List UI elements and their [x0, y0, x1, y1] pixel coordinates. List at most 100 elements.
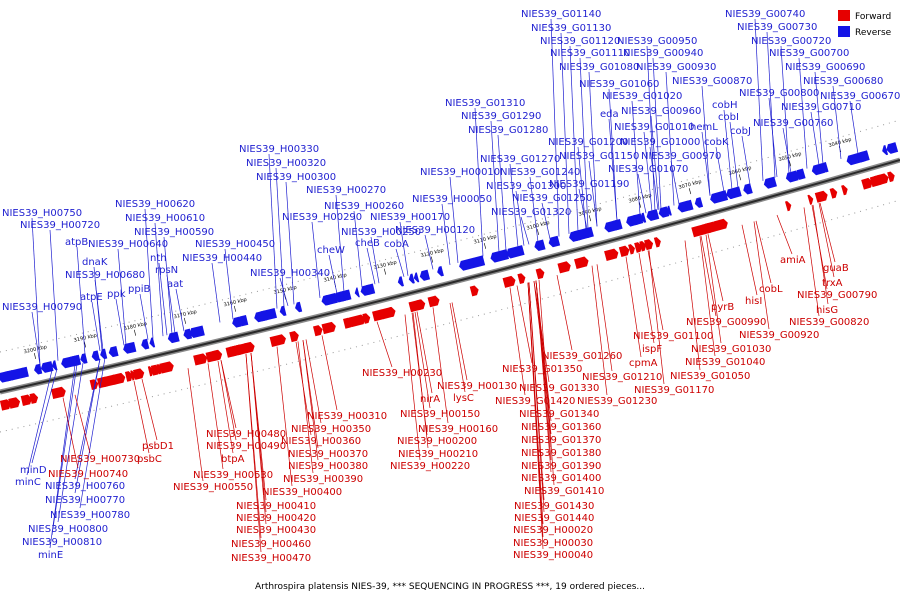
reverse-gene-arrow — [108, 346, 119, 358]
gene-shape — [534, 239, 546, 252]
tick-mark: 3060 kbp — [728, 165, 752, 181]
reverse-leader-line — [579, 57, 589, 229]
forward-gene-arrow — [704, 221, 718, 234]
reverse-gene-label: NIES39_H00290 — [282, 212, 362, 223]
legend-reverse-label: Reverse — [855, 28, 892, 38]
tick-mark: 3080 kbp — [628, 193, 652, 208]
tick-line — [134, 329, 136, 336]
reverse-leader-line — [560, 32, 570, 234]
reverse-gene-label: ppiB — [128, 284, 150, 295]
forward-leader-line — [755, 220, 772, 284]
gene-shape — [685, 199, 694, 211]
reverse-gene-label: NIES39_G00700 — [769, 48, 849, 59]
gene-shape — [502, 275, 516, 288]
forward-leader-line — [684, 240, 701, 371]
reverse-gene-label: NIES39_G01290 — [461, 111, 541, 122]
reverse-gene-label: NIES39_H00250 — [341, 227, 421, 238]
forward-gene-label: NIES39_G01040 — [685, 357, 765, 368]
reverse-leader-line — [275, 167, 285, 307]
gene-shape — [611, 219, 623, 231]
reverse-leader-line — [814, 71, 824, 165]
tick-mark: 3190 kbp — [73, 333, 98, 348]
forward-gene-label: NIES39_H00490 — [206, 441, 286, 452]
forward-leader-line — [217, 360, 234, 454]
gene-shape — [434, 295, 440, 306]
reverse-leader-line — [578, 188, 588, 230]
gene-shape — [258, 308, 277, 322]
forward-leader-line — [62, 397, 79, 469]
forward-gene-arrow — [147, 366, 154, 377]
reverse-gene-label: NIES39_G01130 — [531, 23, 611, 34]
forward-gene-arrow — [713, 218, 728, 232]
forward-leader-line — [245, 354, 262, 553]
reverse-gene-arrow — [100, 348, 108, 360]
reverse-gene-arrow — [51, 360, 58, 371]
tick-line — [383, 268, 387, 275]
forward-gene-label: trxA — [822, 278, 843, 289]
reverse-leader-line — [311, 221, 321, 298]
forward-gene-label: NIES39_H00310 — [307, 411, 387, 422]
reverse-leader-line — [520, 216, 530, 245]
gene-shape — [644, 239, 654, 251]
reverse-gene-label: NIES39_G00870 — [672, 76, 752, 87]
forward-gene-label: NIES39_G00820 — [789, 317, 869, 328]
reverse-leader-line — [224, 248, 234, 320]
reverse-gene-label: NIES39_H00010 — [420, 167, 500, 178]
tick-mark: 3090 kbp — [578, 206, 602, 222]
reverse-leader-line — [163, 236, 173, 335]
forward-gene-label: NIES39_H00390 — [283, 474, 363, 485]
reverse-gene-arrow — [364, 283, 376, 295]
reverse-gene-arrow — [7, 367, 25, 381]
forward-leader-line — [321, 335, 338, 411]
reverse-gene-label: NIES39_G00950 — [617, 36, 697, 47]
forward-leader-line — [432, 307, 449, 424]
tick-mark: 3130 kbp — [373, 260, 397, 275]
reverse-gene-label: NIES39_G01200 — [548, 137, 628, 148]
forward-leader-line — [133, 380, 150, 454]
reverse-gene-label: NIES39_H00760 — [45, 481, 125, 492]
gene-shape — [343, 289, 352, 301]
gene-shape — [408, 273, 415, 284]
gene-shape — [887, 171, 895, 183]
gene-shape — [295, 301, 303, 313]
forward-leader-line — [404, 314, 421, 461]
reverse-gene-arrow — [685, 199, 694, 211]
reverse-gene-arrow — [811, 162, 826, 176]
reverse-leader-line — [166, 274, 176, 334]
forward-gene-label: NIES39_H00530 — [193, 470, 273, 481]
reverse-leader-line — [768, 97, 778, 178]
tick-line — [688, 188, 692, 195]
reverse-leader-line — [754, 18, 764, 181]
reverse-leader-line — [366, 247, 376, 285]
forward-gene-arrow — [0, 399, 12, 411]
reverse-gene-arrow — [646, 209, 660, 222]
reverse-gene-arrow — [419, 269, 431, 281]
reverse-leader-line — [529, 176, 539, 243]
forward-leader-line — [591, 265, 608, 396]
gene-shape — [653, 237, 661, 248]
gene-shape — [882, 145, 889, 156]
forward-gene-label: NIES39_H00740 — [48, 469, 128, 480]
reverse-gene-arrow — [473, 255, 486, 268]
tick-label: 3190 kbp — [73, 333, 97, 344]
reverse-leader-line — [474, 107, 484, 257]
tick-label: 3120 kbp — [420, 248, 444, 260]
reverse-gene-label: NIES39_G01010 — [614, 122, 694, 133]
forward-gene-arrow — [416, 299, 424, 311]
tick-label: 3110 kbp — [473, 234, 497, 246]
forward-gene-label: cpmA — [629, 358, 658, 369]
gene-shape — [20, 366, 29, 378]
tick-label: 3180 kbp — [123, 321, 147, 332]
gene-shape — [666, 205, 672, 216]
tick-line — [483, 242, 487, 249]
forward-gene-label: NIES39_G01330 — [519, 383, 599, 394]
tick-line — [738, 174, 742, 181]
reverse-leader-line — [701, 85, 711, 196]
legend-reverse-swatch — [838, 26, 850, 37]
forward-gene-label: NIES39_H00470 — [231, 553, 311, 564]
forward-gene-arrow — [193, 353, 208, 366]
gene-shape — [279, 305, 287, 317]
reverse-leader-line — [76, 246, 86, 355]
reverse-gene-arrow — [68, 354, 82, 367]
gene-shape — [548, 235, 561, 248]
